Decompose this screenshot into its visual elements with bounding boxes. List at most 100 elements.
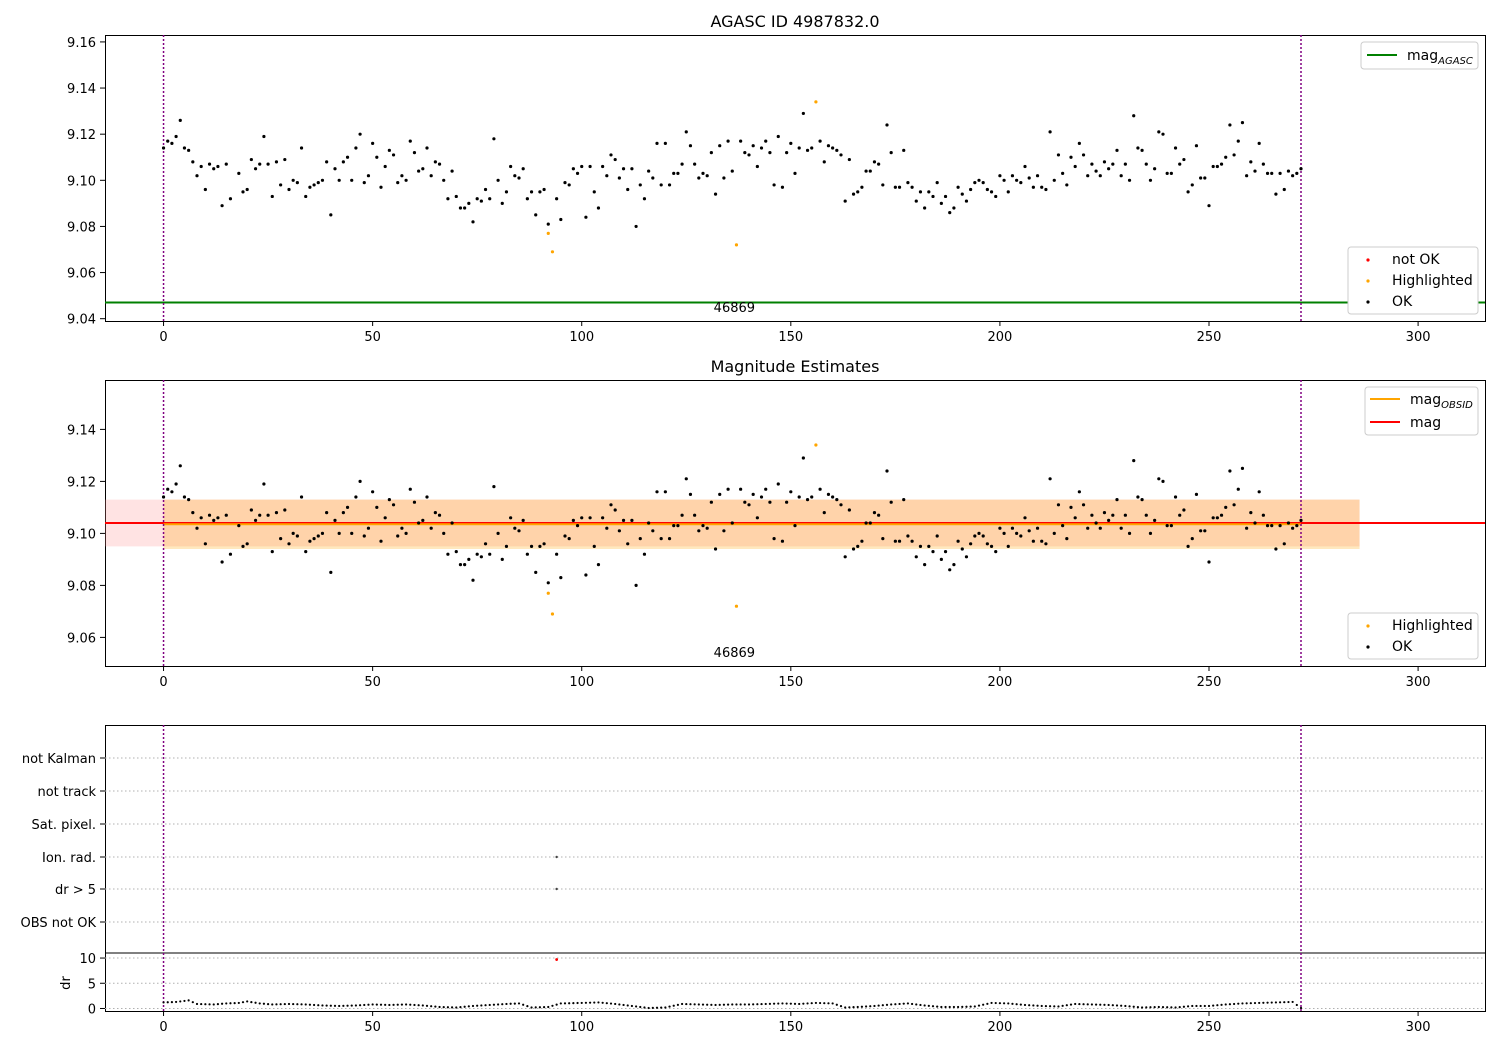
ok-point (1199, 176, 1203, 180)
ok-point (1031, 539, 1035, 543)
ok-point (889, 151, 893, 155)
dr-point (287, 1002, 291, 1006)
ok-point (216, 516, 220, 520)
ok-point (166, 139, 170, 143)
ok-point (517, 529, 521, 533)
ok-point (948, 210, 952, 215)
dr-point (965, 1005, 968, 1008)
ok-point (1132, 459, 1136, 463)
ok-point (571, 167, 575, 171)
dr-point (885, 1003, 889, 1006)
dr-point (1103, 1003, 1106, 1006)
dr-point (923, 1004, 926, 1007)
ok-point (320, 178, 325, 182)
ok-point (1098, 174, 1102, 178)
ok-point (617, 529, 621, 533)
ok-point (400, 174, 404, 178)
x-tick-label: 50 (364, 1020, 381, 1035)
ok-point (567, 537, 571, 541)
ok-point (847, 157, 851, 162)
ok-point (872, 160, 877, 164)
ok-point (212, 167, 216, 171)
ok-point (759, 495, 764, 499)
ok-point (1219, 162, 1224, 166)
dr-point (292, 1002, 295, 1006)
ok-point (371, 141, 375, 146)
dr-point (1145, 1006, 1148, 1009)
ok-point (1107, 167, 1111, 171)
ok-point (1282, 542, 1286, 546)
dr-point (484, 1004, 487, 1007)
ok-point (492, 137, 496, 141)
ok-point (429, 526, 433, 530)
ok-point (291, 178, 295, 182)
ok-point (630, 167, 634, 171)
dr-point (1291, 1000, 1294, 1004)
ok-point (1052, 531, 1056, 536)
dr-point (818, 1001, 822, 1005)
dr-point (1044, 1004, 1048, 1008)
dr-point (944, 1005, 947, 1009)
ok-point (345, 155, 350, 159)
ok-point (906, 181, 910, 185)
ok-point (379, 185, 383, 189)
ok-point (1015, 178, 1019, 182)
highlighted-point (550, 612, 555, 616)
ok-point (1056, 153, 1061, 157)
flag-label: not Kalman (22, 752, 96, 767)
ok-point (839, 153, 843, 157)
x-tick-label: 100 (569, 675, 594, 690)
dr-point (1048, 1005, 1052, 1008)
dr-point (1128, 1005, 1131, 1008)
dr-point (789, 1002, 792, 1005)
ok-point (1278, 524, 1282, 528)
dr-point (785, 1002, 788, 1005)
ok-point (174, 134, 178, 139)
dr-point (329, 1004, 332, 1007)
ok-point (283, 508, 287, 512)
ok-point (170, 141, 174, 146)
ok-point (881, 183, 885, 187)
dr-tick-label: 5 (88, 977, 96, 992)
dr-point (1161, 1005, 1165, 1009)
ok-point (1190, 183, 1194, 187)
dr-point (580, 1001, 583, 1005)
ok-point (525, 552, 529, 556)
ok-point (245, 542, 249, 546)
dr-point (752, 1003, 755, 1006)
dr-point (409, 1003, 412, 1006)
ok-point (939, 201, 943, 205)
ok-point (889, 500, 893, 504)
dr-point (1019, 1003, 1022, 1006)
ok-point (801, 456, 805, 460)
ok-point (747, 503, 751, 507)
ok-point (1035, 526, 1040, 530)
ok-point (546, 222, 550, 226)
ok-point (212, 518, 216, 523)
dr-point (162, 1001, 165, 1004)
panel1-title: AGASC ID 4987832.0 (710, 12, 879, 31)
dr-point (614, 1002, 617, 1006)
ok-point (245, 187, 249, 192)
ok-point (345, 505, 350, 509)
ok-point (931, 194, 935, 199)
ok-point (1102, 160, 1107, 164)
dr-point (961, 1005, 964, 1008)
dr-point (718, 1003, 721, 1006)
dr-point (321, 1004, 324, 1007)
ok-point (509, 164, 513, 169)
ok-point (588, 516, 592, 520)
ok-point (1127, 531, 1132, 536)
dr-point (609, 1002, 613, 1005)
svg-text:magAGASC: magAGASC (1407, 48, 1473, 67)
dr-point (555, 1003, 558, 1006)
ok-point (341, 510, 345, 515)
ok-point (1249, 510, 1253, 515)
dr-point (588, 1001, 592, 1004)
ok-point (555, 197, 559, 201)
ok-point (868, 169, 872, 173)
ok-point (726, 139, 730, 143)
dr-point (1074, 1002, 1077, 1006)
x-tick-label: 50 (364, 330, 381, 345)
dr-point (358, 1004, 362, 1007)
